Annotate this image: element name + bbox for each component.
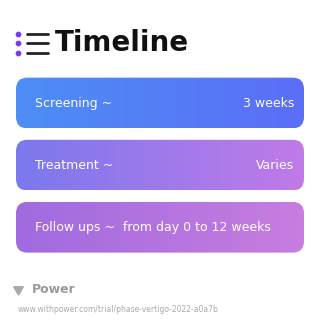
Text: 3 weeks: 3 weeks: [243, 96, 294, 110]
Text: Treatment ~: Treatment ~: [35, 159, 114, 172]
Text: Follow ups ~  from day 0 to 12 weeks: Follow ups ~ from day 0 to 12 weeks: [35, 221, 271, 234]
Text: Screening ~: Screening ~: [35, 96, 112, 110]
Text: www.withpower.com/trial/phase-vertigo-2022-a0a7b: www.withpower.com/trial/phase-vertigo-20…: [18, 304, 219, 314]
Text: Power: Power: [32, 283, 76, 296]
Text: Varies: Varies: [256, 159, 294, 172]
Text: Timeline: Timeline: [54, 29, 188, 58]
